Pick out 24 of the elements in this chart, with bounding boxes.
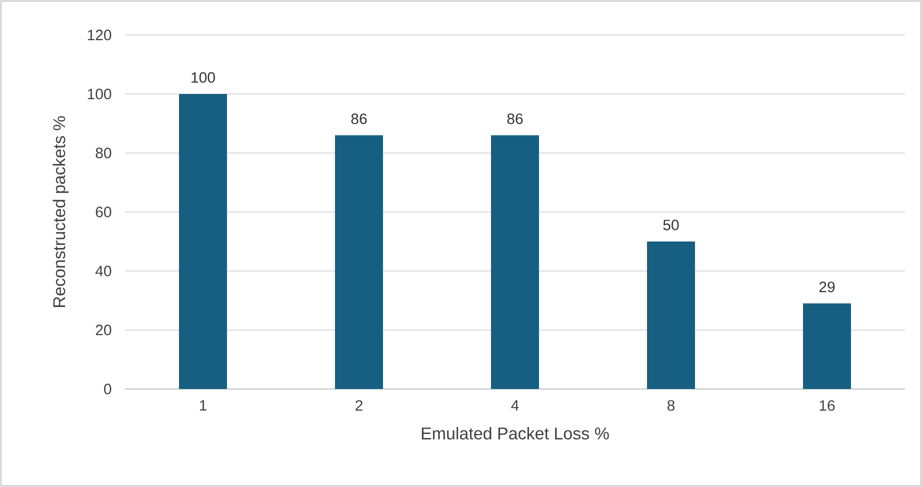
y-tick-label: 60 (96, 206, 112, 218)
y-tick-label: 20 (96, 324, 112, 336)
bar (803, 303, 852, 389)
x-tick-label: 2 (356, 400, 362, 411)
y-axis-title: Reconstructed packets % (52, 116, 69, 307)
bar (491, 135, 540, 389)
y-tick-label: 120 (88, 30, 112, 40)
data-label: 100 (192, 72, 215, 83)
y-tick-label: 0 (104, 384, 112, 394)
x-tick-label: 1 (200, 400, 206, 411)
y-tick-label: 40 (95, 266, 112, 276)
x-tick-label: 8 (667, 400, 675, 411)
data-label: 29 (819, 282, 835, 292)
x-tick-label: 4 (511, 400, 519, 411)
bar (179, 94, 228, 389)
y-tick-label: 80 (96, 148, 112, 158)
x-axis-title: Emulated Packet Loss % (422, 427, 609, 440)
x-tick-label: 16 (820, 400, 835, 411)
bar (335, 135, 384, 389)
y-tick-label: 100 (88, 88, 112, 100)
bar (647, 241, 696, 389)
data-label: 86 (351, 113, 367, 124)
data-label: 86 (507, 113, 523, 124)
data-label: 50 (663, 220, 679, 230)
